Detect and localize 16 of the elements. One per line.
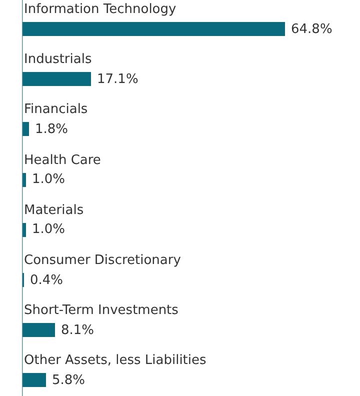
- data-label: 1.0%: [32, 222, 66, 237]
- data-label: 0.4%: [30, 273, 64, 288]
- y-tick-label: Materials: [24, 203, 84, 218]
- y-tick-label: Consumer Discretionary: [24, 253, 182, 268]
- y-tick-label: Health Care: [24, 153, 101, 168]
- y-tick-label: Short-Term Investments: [24, 303, 179, 318]
- y-tick-label: Information Technology: [24, 2, 177, 17]
- data-label: 8.1%: [61, 323, 94, 338]
- data-label: 1.0%: [32, 172, 66, 187]
- y-tick-label: Other Assets, less Liabilities: [24, 353, 207, 368]
- data-label: 64.8%: [291, 22, 332, 37]
- data-label: 1.8%: [35, 122, 68, 137]
- data-label: 5.8%: [52, 373, 86, 388]
- y-tick-label: Financials: [24, 102, 88, 117]
- y-tick-label: Industrials: [24, 52, 92, 67]
- data-label: 17.1%: [97, 72, 138, 87]
